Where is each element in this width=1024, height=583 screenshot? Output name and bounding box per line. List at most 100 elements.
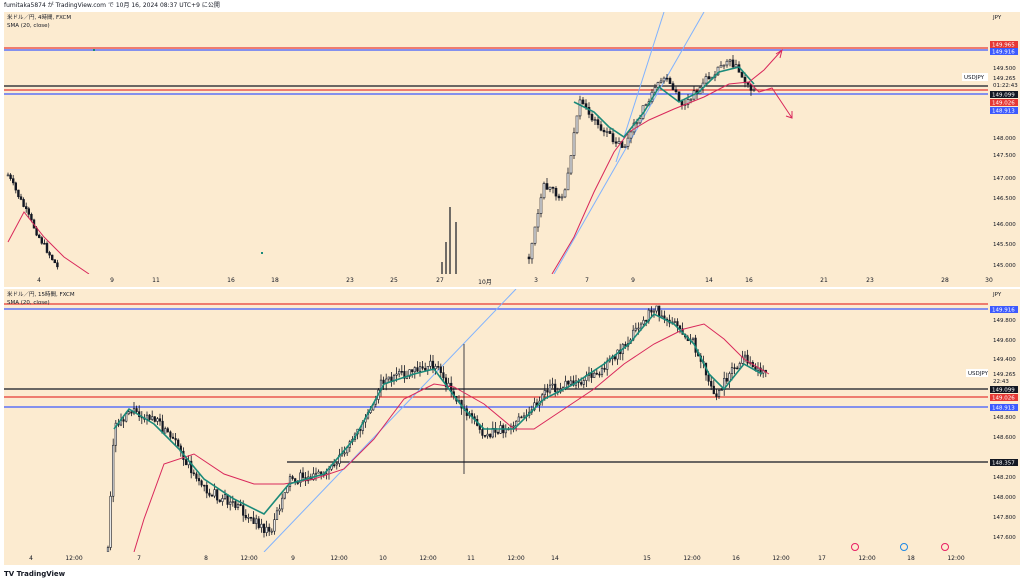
candle	[725, 60, 729, 66]
tradingview-logo[interactable]: TV TradingView	[4, 566, 65, 583]
candle	[164, 428, 167, 434]
time-axis-4h[interactable]: 4 9 11 16 18 23 25 27 10月 3 7 9 14 16 21 23 28 30	[4, 274, 1020, 287]
candle	[400, 370, 403, 373]
candle	[398, 370, 401, 375]
candle	[19, 196, 23, 200]
candle	[203, 484, 206, 487]
candle	[45, 243, 49, 253]
candle	[598, 373, 601, 376]
candle	[252, 517, 255, 524]
candle	[416, 367, 419, 372]
candle	[489, 433, 492, 438]
candle	[24, 206, 28, 210]
candle	[533, 402, 536, 411]
candle	[660, 315, 663, 318]
currency-label[interactable]: JPY	[993, 292, 1002, 298]
bar-countdown: 22:43	[993, 379, 1009, 385]
price-tick: 149.500	[993, 66, 1016, 72]
candle	[756, 367, 760, 371]
candle	[218, 499, 221, 502]
candle	[291, 476, 294, 479]
candle	[30, 214, 33, 221]
candle	[611, 133, 615, 143]
price-label-black_low: 148.357	[992, 461, 1015, 467]
candle	[554, 383, 557, 392]
legend-indicator[interactable]: SMA (20, close)	[7, 300, 50, 306]
legend-indicator[interactable]: SMA (20, close)	[7, 23, 50, 29]
chart-pane-15m[interactable]: 149.800 149.600 149.400 148.800 148.600 148.2…	[4, 289, 1020, 552]
candle	[623, 145, 627, 148]
candle	[536, 213, 540, 228]
event-marker-icon[interactable]	[941, 543, 949, 551]
sma-fast-line	[573, 66, 755, 139]
candle	[135, 408, 138, 412]
candle	[439, 366, 442, 373]
candle	[12, 178, 15, 184]
currency-label[interactable]: JPY	[993, 15, 1002, 21]
candle	[413, 367, 416, 373]
candle	[668, 77, 672, 84]
current-price: 149.265	[993, 76, 1016, 82]
candle	[515, 420, 518, 427]
candle	[127, 411, 130, 415]
symbol-tag	[962, 73, 988, 81]
candle	[184, 459, 188, 466]
chart-canvas-4h[interactable]: 149.500148.500148.000147.500147.000146.5…	[4, 12, 1020, 274]
date-tick: 12:00	[330, 555, 348, 562]
date-tick: 12:00	[65, 555, 83, 562]
candle	[255, 518, 258, 524]
candle	[626, 137, 630, 147]
candle	[719, 65, 723, 68]
price-label-badge	[990, 394, 1018, 401]
candle	[418, 366, 422, 372]
time-axis-15m[interactable]: 4 12:00 7 8 12:00 9 12:00 10 12:00 11 12:00 14 15 12:…	[4, 543, 1020, 565]
candle	[593, 372, 596, 378]
price-tick: 145.500	[993, 242, 1016, 248]
price-tick: 147.500	[993, 153, 1016, 159]
price-label-badge	[990, 459, 1018, 466]
candle	[273, 519, 276, 532]
candle	[716, 66, 720, 76]
date-tick: 12:00	[507, 555, 525, 562]
date-tick: 12:00	[772, 555, 790, 562]
candle	[728, 373, 731, 382]
candle	[548, 384, 552, 393]
date-tick: 4	[29, 555, 33, 562]
candle	[431, 360, 435, 370]
candle	[580, 382, 583, 385]
price-label-black: 149.099	[992, 93, 1015, 99]
candle	[736, 367, 739, 370]
candle	[582, 380, 585, 385]
candle	[655, 305, 658, 312]
candle	[752, 89, 756, 91]
candle	[671, 83, 675, 91]
price-tick: 147.600	[993, 535, 1016, 541]
price-tick: 146.000	[993, 222, 1016, 228]
candle	[244, 515, 247, 519]
candle	[114, 422, 117, 446]
candle	[200, 480, 203, 486]
candle	[613, 356, 617, 360]
candle	[637, 327, 640, 330]
candle	[530, 242, 534, 260]
event-marker-icon[interactable]	[851, 543, 859, 551]
date-tick: 14	[551, 555, 559, 562]
date-tick: 18	[271, 277, 279, 284]
chart-canvas-15m[interactable]: 149.800 149.600 149.400 148.800 148.600 148.2…	[4, 289, 1020, 552]
sma-fast-line	[113, 313, 763, 515]
flag-us-icon[interactable]	[900, 543, 908, 551]
candle	[596, 119, 600, 125]
candle	[56, 262, 59, 268]
candle	[403, 371, 406, 379]
chart-pane-4h[interactable]: 149.500148.500148.000147.500147.000146.5…	[4, 12, 1020, 274]
candle	[239, 504, 242, 506]
candle	[496, 432, 500, 434]
date-tick: 10	[379, 555, 387, 562]
candle	[231, 501, 234, 503]
candle	[678, 325, 682, 330]
candle	[707, 374, 710, 382]
arrow-head-icon	[775, 48, 783, 59]
candle	[658, 305, 661, 317]
bar-countdown: 01:22:43	[993, 83, 1018, 89]
candle	[720, 389, 723, 391]
